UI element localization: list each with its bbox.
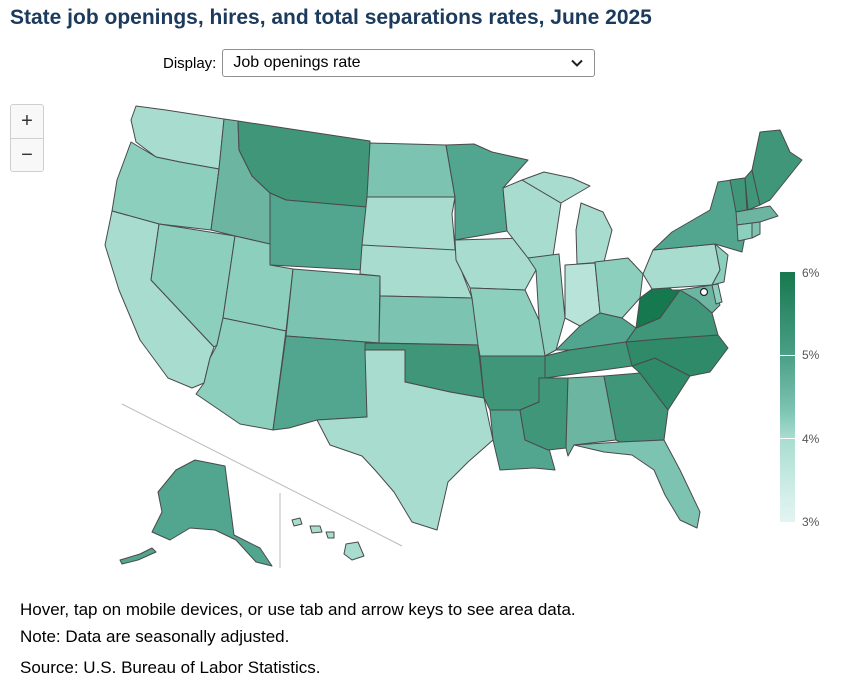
display-label: Display: <box>163 54 217 72</box>
state-tx[interactable] <box>316 349 494 531</box>
legend-color-bar <box>780 272 795 522</box>
state-ma[interactable] <box>735 205 779 226</box>
state-fl[interactable] <box>573 439 701 529</box>
legend-tick <box>780 355 795 356</box>
display-select[interactable]: Job openings rate <box>222 49 596 77</box>
state-mi-upper[interactable] <box>521 171 591 204</box>
state-md[interactable] <box>679 284 721 314</box>
display-select-value: Job openings rate <box>233 54 361 71</box>
state-co[interactable] <box>285 268 381 344</box>
state-pa[interactable] <box>642 243 721 290</box>
zoom-in-button[interactable]: + <box>21 110 33 132</box>
footnotes: Hover, tap on mobile devices, or use tab… <box>20 596 576 681</box>
state-nm[interactable] <box>272 335 380 431</box>
state-hi[interactable] <box>291 517 365 561</box>
state-ak[interactable] <box>151 459 273 567</box>
zoom-controls: + − <box>10 104 44 172</box>
state-mi[interactable] <box>575 202 613 265</box>
display-control: Display: Job openings rate <box>163 48 596 78</box>
page-title: State job openings, hires, and total sep… <box>10 6 652 29</box>
hover-hint: Hover, tap on mobile devices, or use tab… <box>20 600 576 619</box>
state-oh[interactable] <box>594 257 644 319</box>
state-ks[interactable] <box>378 295 481 346</box>
source-text: Source: U.S. Bureau of Labor Statistics. <box>20 658 321 677</box>
chevron-down-icon <box>571 59 584 67</box>
state-me[interactable] <box>751 129 803 206</box>
inset-divider-lines <box>121 403 403 568</box>
state-nd[interactable] <box>366 142 456 198</box>
us-state-map <box>104 105 803 568</box>
legend-label-4: 4% <box>802 432 820 446</box>
note-text: Note: Data are seasonally adjusted. <box>20 627 290 646</box>
state-ar[interactable] <box>479 355 546 411</box>
state-il[interactable] <box>527 253 566 357</box>
state-ri[interactable] <box>751 221 761 239</box>
color-legend: 6% 5% 4% 3% <box>780 266 840 529</box>
zoom-out-button[interactable]: − <box>11 138 43 172</box>
legend-tick <box>780 438 795 439</box>
state-sd[interactable] <box>361 196 457 261</box>
legend-label-3: 3% <box>802 515 820 529</box>
state-de[interactable] <box>711 283 723 305</box>
legend-label-6: 6% <box>802 266 820 280</box>
dc-marker[interactable] <box>699 287 709 297</box>
state-ct[interactable] <box>736 222 753 242</box>
legend-label-5: 5% <box>802 348 820 362</box>
state-ak-islands[interactable] <box>119 547 157 565</box>
